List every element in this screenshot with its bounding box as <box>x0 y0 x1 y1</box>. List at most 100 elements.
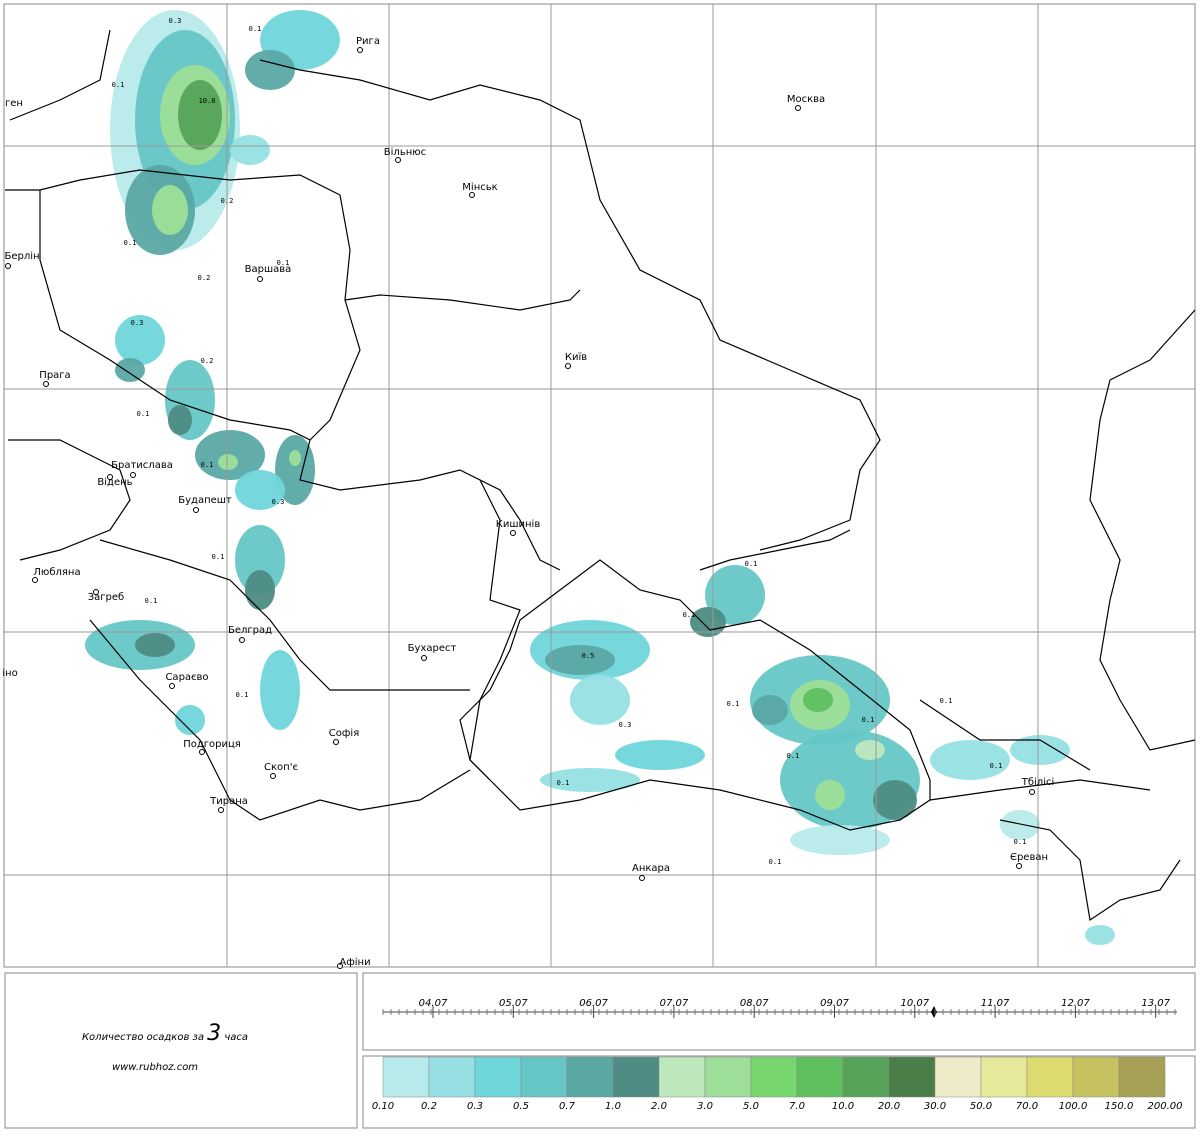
map: Рига Москва Вільнюс Мінськ Берлін Варшава Праг… <box>2 3 1196 969</box>
legend-value: 0.2 <box>421 1101 437 1112</box>
city-label: Афіни <box>339 956 370 968</box>
city-label: Братислава <box>111 460 173 471</box>
coast <box>5 29 231 191</box>
city-label: Анкара <box>632 863 670 874</box>
precip-area <box>135 633 175 657</box>
timeline-date: 09.07 <box>820 998 849 1009</box>
precip-area <box>218 454 238 470</box>
precip-label: 0.2 <box>198 274 211 282</box>
legend-swatch <box>1026 1056 1074 1098</box>
precip-label: 0.1 <box>112 81 125 89</box>
city-label: ген <box>5 98 23 109</box>
border <box>229 174 361 441</box>
legend-swatch <box>704 1056 752 1098</box>
precip-area <box>260 650 300 730</box>
city-marker <box>107 474 113 480</box>
city-label: Київ <box>565 352 587 363</box>
precip-area <box>175 705 205 735</box>
timeline-date: 11.07 <box>981 998 1010 1009</box>
coast <box>699 529 851 571</box>
legend-swatch <box>658 1056 706 1098</box>
precip-label: 0.1 <box>683 611 696 619</box>
precip-area <box>1000 810 1040 840</box>
legend-swatch <box>888 1056 936 1098</box>
precip-label: 0.1 <box>862 716 875 724</box>
precip-area <box>168 405 192 435</box>
city-marker <box>1016 863 1022 869</box>
precip-area <box>690 607 726 637</box>
legend-value: 5.0 <box>743 1101 759 1112</box>
precip-area <box>235 470 285 510</box>
legend-value: 100.0 <box>1059 1101 1088 1112</box>
timeline-date: 12.07 <box>1061 998 1090 1009</box>
city-label: Варшава <box>245 264 292 275</box>
city-marker <box>469 192 475 198</box>
border <box>89 619 471 821</box>
precip-label: 0.3 <box>272 498 285 506</box>
city-marker <box>199 749 205 755</box>
graticule <box>4 4 1195 967</box>
legend-swatch <box>750 1056 798 1098</box>
precip-area <box>930 740 1010 780</box>
city-label: Відень <box>97 476 132 488</box>
timeline-date: 06.07 <box>579 998 608 1009</box>
city-label: Белград <box>228 625 272 636</box>
legend-value: 50.0 <box>970 1101 992 1112</box>
city-marker <box>337 963 343 969</box>
precip-area <box>275 435 315 505</box>
precip-label: 0.1 <box>145 597 158 605</box>
legend-value: 3.0 <box>697 1101 713 1112</box>
city-label: Москва <box>787 94 825 105</box>
precip-area <box>115 358 145 382</box>
precip-area <box>115 315 165 365</box>
precip-area <box>615 740 705 770</box>
city-marker <box>130 472 136 478</box>
timeline-date: 08.07 <box>740 998 769 1009</box>
city-label: Сараєво <box>165 672 208 683</box>
cities: Рига Москва Вільнюс Мінськ Берлін Варшава Праг… <box>2 36 1054 969</box>
city-label: Тирана <box>209 796 248 807</box>
city-label: Рига <box>356 36 380 47</box>
city-label: Будапешт <box>178 495 232 506</box>
legend-value: 20.0 <box>878 1101 900 1112</box>
border <box>999 819 1181 922</box>
legend-value: 70.0 <box>1016 1101 1038 1112</box>
timeline-date: 07.07 <box>660 998 689 1009</box>
precip-label: 0.1 <box>990 762 1003 770</box>
legend-value: 200.00 <box>1148 1101 1183 1112</box>
precip-label: 0.1 <box>787 752 800 760</box>
precip-area <box>545 645 615 675</box>
precip-label: 10.0 <box>199 97 216 105</box>
legend-value: 30.0 <box>924 1101 946 1112</box>
caption-text: часа <box>224 1032 248 1043</box>
precip-area <box>1085 925 1115 945</box>
city-marker <box>639 875 645 881</box>
precip-area <box>1010 735 1070 765</box>
city-marker <box>5 263 11 269</box>
coast <box>459 559 931 800</box>
city-marker <box>43 381 49 387</box>
precip-area <box>570 675 630 725</box>
precip-label: 0.2 <box>201 357 214 365</box>
city-label: Мінськ <box>462 181 497 193</box>
precip-label: 0.1 <box>212 553 225 561</box>
city-marker <box>357 47 363 53</box>
legend-swatch <box>1118 1056 1166 1098</box>
precip-label: 0.1 <box>940 697 953 705</box>
city-marker <box>270 773 276 779</box>
precip-area <box>245 50 295 90</box>
precip-area <box>790 825 890 855</box>
city-marker <box>257 276 263 282</box>
precip-area <box>815 780 845 810</box>
border <box>8 439 131 561</box>
border <box>259 59 881 551</box>
legend-swatch <box>520 1056 568 1098</box>
city-label: Тбілісі <box>1021 776 1055 788</box>
caption-panel: Количество осадков за 3 часа www.rubhoz.… <box>4 972 358 1129</box>
city-marker <box>565 363 571 369</box>
city-label: Загреб <box>88 592 124 603</box>
city-marker <box>421 655 427 661</box>
city-marker <box>795 105 801 111</box>
legend-swatch <box>1072 1056 1120 1098</box>
